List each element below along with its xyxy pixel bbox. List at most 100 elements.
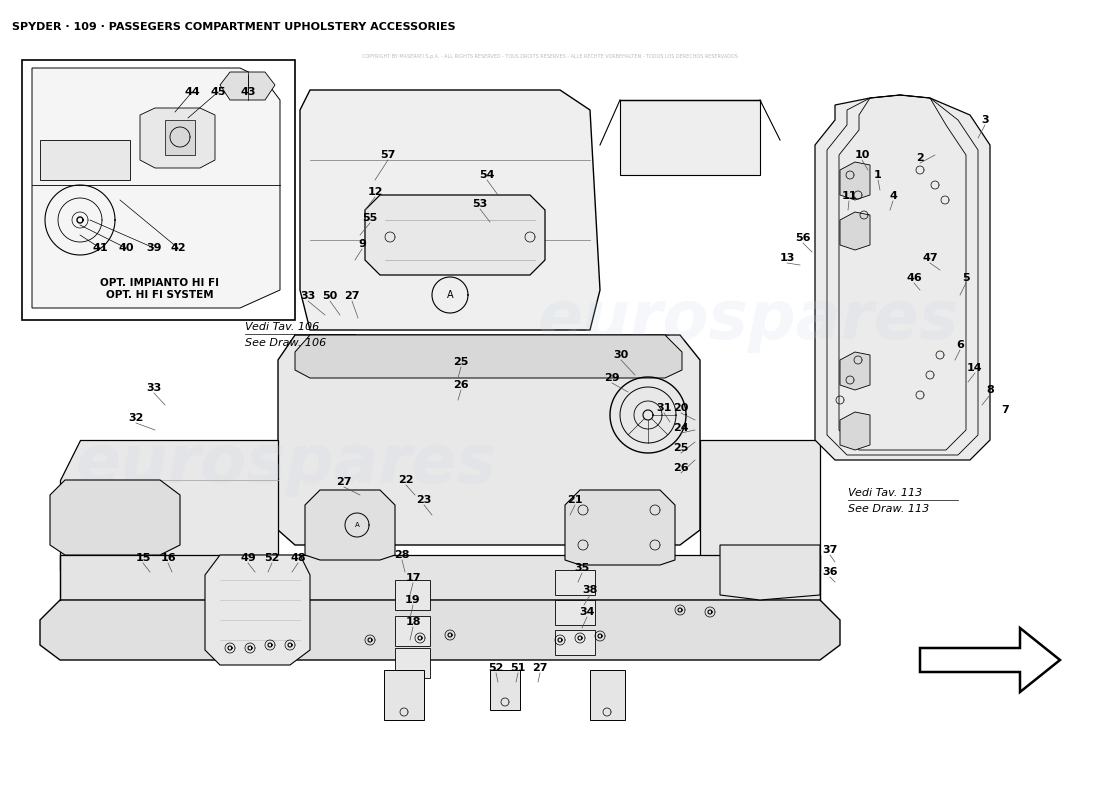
Text: 4: 4 <box>889 191 896 201</box>
Text: COPYRIGHT BY MASERATI S.p.A. - ALL RIGHTS RESERVED - TOUS DROITS RESERVES - ALLE: COPYRIGHT BY MASERATI S.p.A. - ALL RIGHT… <box>362 54 738 59</box>
Text: eurospares: eurospares <box>75 431 497 497</box>
Text: 11: 11 <box>842 191 857 201</box>
Text: 35: 35 <box>574 563 590 573</box>
Text: 9: 9 <box>359 239 366 249</box>
Text: 13: 13 <box>779 253 794 263</box>
Polygon shape <box>556 630 595 655</box>
Text: 20: 20 <box>673 403 689 413</box>
Polygon shape <box>840 412 870 450</box>
Polygon shape <box>395 648 430 678</box>
Polygon shape <box>60 555 819 600</box>
Text: 22: 22 <box>398 475 414 485</box>
Text: 30: 30 <box>614 350 628 360</box>
Text: 39: 39 <box>146 243 162 253</box>
Text: 43: 43 <box>240 87 255 97</box>
Polygon shape <box>140 108 214 168</box>
Text: 48: 48 <box>290 553 306 563</box>
Text: 27: 27 <box>337 477 352 487</box>
Text: 51: 51 <box>510 663 526 673</box>
Text: 53: 53 <box>472 199 487 209</box>
Text: A: A <box>354 522 360 528</box>
Text: OPT. IMPIANTO HI FI
OPT. HI FI SYSTEM: OPT. IMPIANTO HI FI OPT. HI FI SYSTEM <box>100 278 220 300</box>
Text: 1: 1 <box>874 170 882 180</box>
Text: 33: 33 <box>146 383 162 393</box>
Text: 46: 46 <box>906 273 922 283</box>
Text: 38: 38 <box>582 585 597 595</box>
Polygon shape <box>60 440 278 570</box>
Text: 19: 19 <box>405 595 421 605</box>
Polygon shape <box>815 95 990 460</box>
Polygon shape <box>40 140 130 180</box>
Text: 25: 25 <box>673 443 689 453</box>
Text: 14: 14 <box>967 363 982 373</box>
Text: 57: 57 <box>381 150 396 160</box>
Polygon shape <box>565 490 675 565</box>
Text: 31: 31 <box>657 403 672 413</box>
Text: 8: 8 <box>986 385 994 395</box>
Polygon shape <box>590 670 625 720</box>
Polygon shape <box>840 352 870 390</box>
Polygon shape <box>840 162 870 200</box>
Polygon shape <box>395 616 430 646</box>
Text: 36: 36 <box>823 567 838 577</box>
Polygon shape <box>490 670 520 710</box>
Text: 54: 54 <box>480 170 495 180</box>
Text: 18: 18 <box>405 617 420 627</box>
Text: 27: 27 <box>532 663 548 673</box>
Polygon shape <box>720 545 820 600</box>
Text: 32: 32 <box>129 413 144 423</box>
Polygon shape <box>305 490 395 560</box>
Text: 10: 10 <box>855 150 870 160</box>
Text: 7: 7 <box>1001 405 1009 415</box>
Text: 34: 34 <box>580 607 595 617</box>
Polygon shape <box>165 120 195 155</box>
Text: 47: 47 <box>922 253 938 263</box>
Polygon shape <box>278 335 700 545</box>
Text: 2: 2 <box>916 153 924 163</box>
Text: 33: 33 <box>300 291 316 301</box>
Polygon shape <box>295 335 682 378</box>
Text: Vedi Tav. 106: Vedi Tav. 106 <box>245 322 319 332</box>
Text: 52: 52 <box>488 663 504 673</box>
Polygon shape <box>50 480 180 555</box>
Text: 28: 28 <box>394 550 409 560</box>
Text: 25: 25 <box>453 357 469 367</box>
Polygon shape <box>365 195 544 275</box>
Text: Vedi Tav. 113: Vedi Tav. 113 <box>848 488 922 498</box>
Text: 42: 42 <box>170 243 186 253</box>
Text: 41: 41 <box>92 243 108 253</box>
Polygon shape <box>395 580 430 610</box>
Text: 23: 23 <box>416 495 431 505</box>
Polygon shape <box>40 600 840 660</box>
Text: 49: 49 <box>240 553 256 563</box>
Text: 56: 56 <box>795 233 811 243</box>
Text: 50: 50 <box>322 291 338 301</box>
Text: SPYDER · 109 · PASSEGERS COMPARTMENT UPHOLSTERY ACCESSORIES: SPYDER · 109 · PASSEGERS COMPARTMENT UPH… <box>12 22 455 32</box>
Text: 45: 45 <box>210 87 225 97</box>
Text: See Draw. 113: See Draw. 113 <box>848 504 930 514</box>
Text: 21: 21 <box>568 495 583 505</box>
Text: 15: 15 <box>135 553 151 563</box>
Polygon shape <box>556 570 595 595</box>
Text: 5: 5 <box>962 273 970 283</box>
Text: 55: 55 <box>362 213 377 223</box>
Text: 12: 12 <box>367 187 383 197</box>
Polygon shape <box>32 68 280 308</box>
Polygon shape <box>700 440 820 570</box>
Text: 26: 26 <box>453 380 469 390</box>
Polygon shape <box>920 628 1060 692</box>
Text: 3: 3 <box>981 115 989 125</box>
Polygon shape <box>620 100 760 175</box>
Text: 27: 27 <box>344 291 360 301</box>
Polygon shape <box>384 670 424 720</box>
Text: eurospares: eurospares <box>537 287 959 353</box>
Text: 29: 29 <box>604 373 619 383</box>
Text: 52: 52 <box>264 553 279 563</box>
Text: 6: 6 <box>956 340 964 350</box>
Polygon shape <box>22 60 295 320</box>
Polygon shape <box>840 212 870 250</box>
Polygon shape <box>556 600 595 625</box>
Text: 44: 44 <box>184 87 200 97</box>
Text: 16: 16 <box>161 553 176 563</box>
Polygon shape <box>220 72 275 100</box>
